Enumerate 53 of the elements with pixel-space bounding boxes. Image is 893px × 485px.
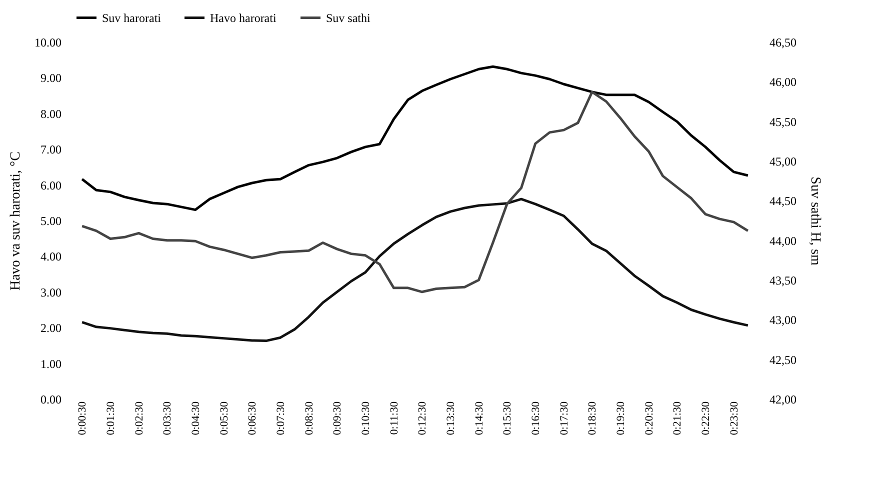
y2-tick-label: 43,00 — [770, 313, 796, 328]
x-tick-label: 0:01:30 — [104, 401, 117, 436]
x-tick-label: 0:20:30 — [643, 401, 656, 436]
x-tick-label: 0:23:30 — [728, 401, 740, 436]
y-tick-label: 1.00 — [40, 356, 62, 371]
x-tick-label: 0:22:30 — [700, 401, 712, 436]
x-tick-label: 0:16:30 — [530, 401, 542, 436]
x-tick-label: 0:21:30 — [672, 401, 684, 436]
legend-label: Suv sathi — [326, 10, 372, 25]
y-tick-label: 5.00 — [40, 214, 62, 228]
y2-axis-title: Suv sathi H, sm — [808, 176, 822, 266]
y2-tick-label: 46,00 — [770, 75, 796, 90]
line-series — [80, 65, 750, 212]
x-tick-label: 0:06:30 — [246, 401, 259, 436]
y2-tick-label: 42,00 — [770, 392, 796, 406]
y-tick-label: 3.00 — [40, 285, 62, 300]
legend-label: Havo harorati — [210, 10, 277, 25]
y-tick-label: 2.00 — [40, 321, 62, 336]
y2-tick-label: 46,50 — [770, 36, 796, 50]
x-tick-label: 0:02:30 — [133, 401, 146, 436]
x-tick-label: 0:10:30 — [360, 401, 372, 436]
x-tick-label: 0:19:30 — [614, 401, 627, 436]
x-tick-label: 0:12:30 — [416, 401, 429, 436]
line-series — [80, 90, 750, 294]
legend-label: Suv harorati — [102, 10, 162, 25]
x-tick-label: 0:11:30 — [388, 401, 400, 435]
x-tick-label: 0:09:30 — [332, 401, 344, 436]
y2-tick-label: 44,00 — [770, 234, 796, 248]
x-tick-label: 0:14:30 — [473, 401, 486, 436]
y2-tick-label: 45,50 — [770, 114, 796, 129]
y2-tick-label: 45,00 — [770, 154, 796, 168]
line-series — [80, 198, 750, 342]
y2-tick-label: 43,50 — [770, 274, 796, 288]
x-tick-label: 0:05:30 — [218, 401, 230, 436]
x-tick-label: 0:13:30 — [444, 401, 457, 436]
x-tick-label: 0:07:30 — [274, 401, 287, 436]
y2-tick-label: 44,50 — [770, 194, 796, 208]
x-tick-label: 0:00:30 — [76, 401, 89, 436]
y-tick-label: 4.00 — [40, 250, 62, 264]
y-tick-label: 6.00 — [40, 178, 62, 192]
y-tick-label: 7.00 — [40, 142, 62, 157]
y-tick-label: 8.00 — [40, 106, 62, 121]
x-tick-label: 0:03:30 — [162, 401, 174, 436]
x-tick-label: 0:17:30 — [558, 401, 570, 436]
x-tick-label: 0:08:30 — [303, 401, 316, 436]
x-tick-label: 0:04:30 — [190, 401, 202, 436]
x-tick-label: 0:15:30 — [502, 401, 514, 436]
y-tick-label: 0.00 — [40, 392, 62, 406]
y-tick-label: 10.00 — [34, 36, 62, 50]
y-axis-title: Havo va suv harorati, °C — [8, 152, 24, 290]
y2-tick-label: 42,50 — [770, 352, 796, 367]
x-tick-label: 0:18:30 — [586, 401, 599, 436]
y-tick-label: 9.00 — [40, 71, 62, 86]
